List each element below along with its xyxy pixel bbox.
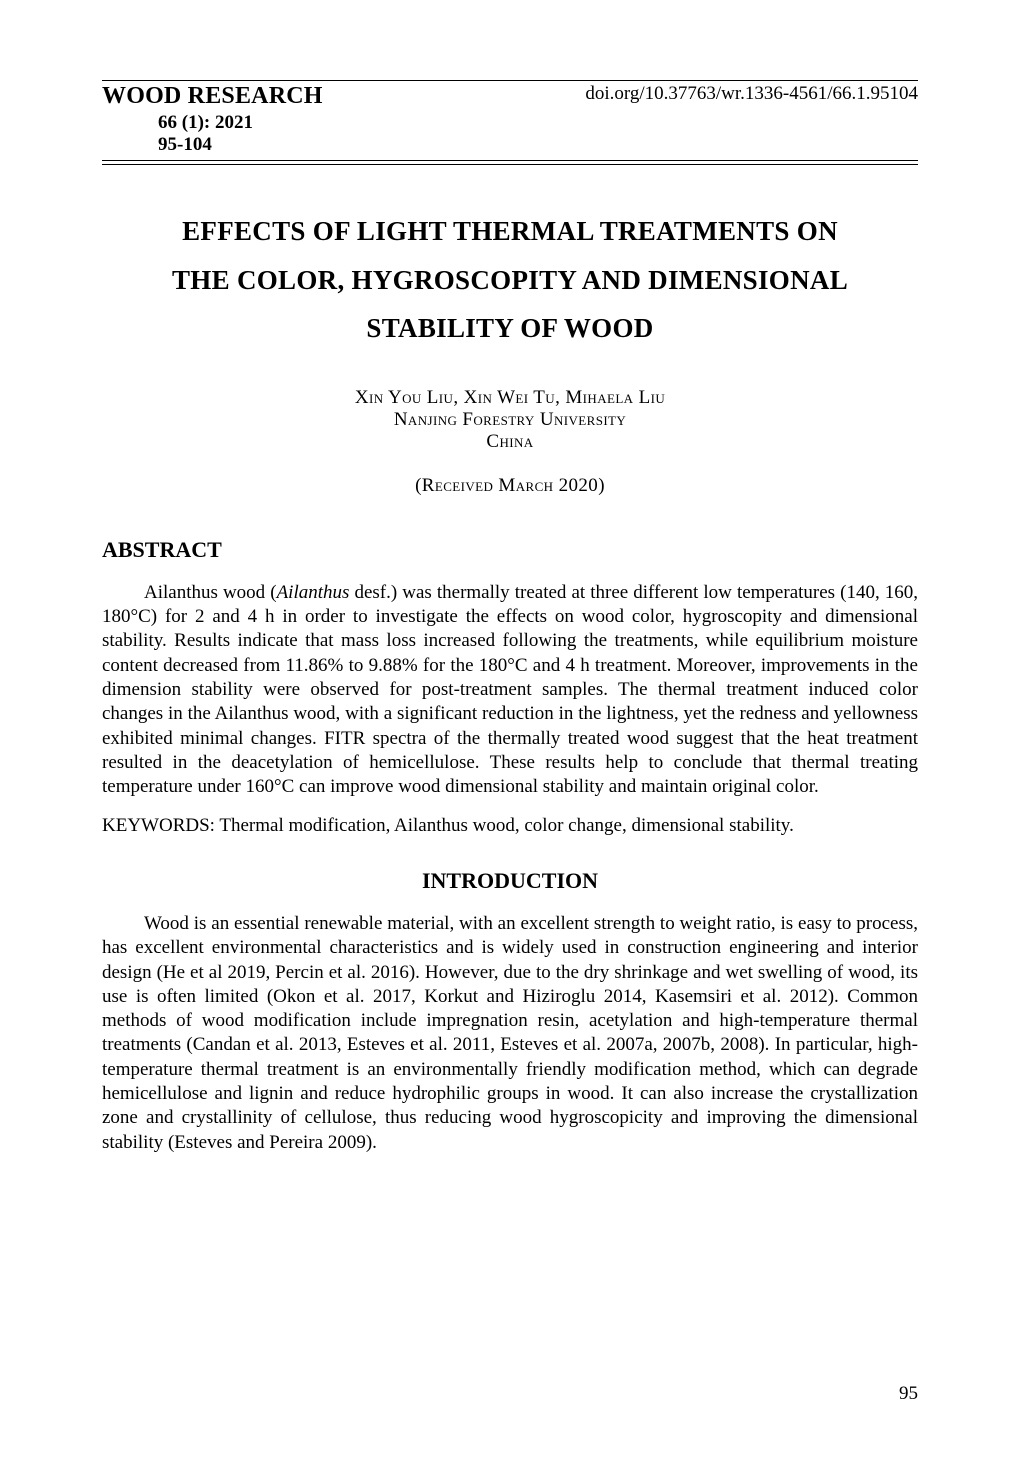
page-number: 95 bbox=[899, 1383, 918, 1405]
affiliation: Nanjing Forestry University bbox=[102, 409, 918, 431]
issue-line: 66 (1): 2021 bbox=[158, 112, 918, 134]
title-line-2: THE COLOR, HYGROSCOPITY AND DIMENSIONAL bbox=[102, 256, 918, 305]
keywords-text: Thermal modification, Ailanthus wood, co… bbox=[219, 815, 793, 836]
genus-italic: Ailanthus bbox=[277, 582, 350, 603]
journal-name: WOOD RESEARCH bbox=[102, 83, 323, 110]
page-range: 95-104 bbox=[158, 134, 918, 156]
introduction-body: Wood is an essential renewable material,… bbox=[102, 912, 918, 1155]
double-rule bbox=[102, 160, 918, 165]
top-rule bbox=[102, 80, 918, 81]
mid-rule-1 bbox=[102, 160, 918, 161]
page: WOOD RESEARCH doi.org/10.37763/wr.1336-4… bbox=[0, 0, 1020, 1457]
introduction-heading: INTRODUCTION bbox=[102, 868, 918, 894]
mid-rule-2 bbox=[102, 164, 918, 165]
country: China bbox=[102, 431, 918, 453]
header-row: WOOD RESEARCH doi.org/10.37763/wr.1336-4… bbox=[102, 83, 918, 110]
keywords: KEYWORDS: Thermal modification, Ailanthu… bbox=[102, 814, 918, 838]
doi-text: doi.org/10.37763/wr.1336-4561/66.1.95104 bbox=[585, 83, 918, 105]
title-line-3: STABILITY OF WOOD bbox=[102, 304, 918, 353]
title-line-1: EFFECTS OF LIGHT THERMAL TREATMENTS ON bbox=[102, 207, 918, 256]
abstract-heading: ABSTRACT bbox=[102, 537, 918, 563]
keywords-label: KEYWORDS: bbox=[102, 815, 215, 836]
abstract-body: Ailanthus wood (Ailanthus desf.) was the… bbox=[102, 581, 918, 800]
title-block: EFFECTS OF LIGHT THERMAL TREATMENTS ON T… bbox=[102, 207, 918, 353]
authors: Xin You Liu, Xin Wei Tu, Mihaela Liu bbox=[102, 387, 918, 409]
received-date: (Received March 2020) bbox=[102, 475, 918, 497]
authors-block: Xin You Liu, Xin Wei Tu, Mihaela Liu Nan… bbox=[102, 387, 918, 497]
